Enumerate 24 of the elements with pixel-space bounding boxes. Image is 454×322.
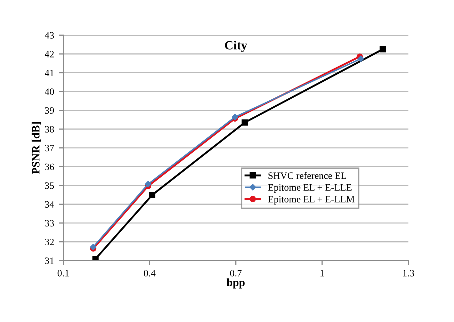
y-tick-label: 36 xyxy=(45,164,54,170)
y-tick-label: 41 xyxy=(45,70,54,76)
chart-title: City xyxy=(225,40,248,52)
y-tick-label: 42 xyxy=(45,51,54,58)
y-tick-label: 31 xyxy=(45,258,54,264)
y-tick-label: 33 xyxy=(45,220,54,227)
y-tick-label: 39 xyxy=(45,107,54,114)
y-tick-label: 34 xyxy=(45,201,54,208)
y-tick-label: 38 xyxy=(45,126,54,133)
legend-label: Epitome EL + E-LLM xyxy=(268,196,355,205)
x-tick-label: 1 xyxy=(320,270,324,277)
y-tick-label: 32 xyxy=(45,238,54,246)
y-tick-label: 43 xyxy=(45,32,54,39)
y-tick-label: 40 xyxy=(45,88,54,96)
x-tick-label: 0.4 xyxy=(144,270,156,277)
x-tick-label: 0.1 xyxy=(58,270,70,277)
x-tick-label: 1.3 xyxy=(403,270,414,277)
x-tick-label: 0.7 xyxy=(230,270,242,277)
legend-label: Epitome EL + E-LLE xyxy=(268,184,352,193)
legend-label: SHVC reference EL xyxy=(268,172,346,180)
y-tick-label: 35 xyxy=(45,182,54,190)
y-axis-title: PSNR [dB] xyxy=(32,122,42,174)
y-tick-label: 37 xyxy=(45,145,54,152)
x-axis-title: bpp xyxy=(226,278,245,289)
